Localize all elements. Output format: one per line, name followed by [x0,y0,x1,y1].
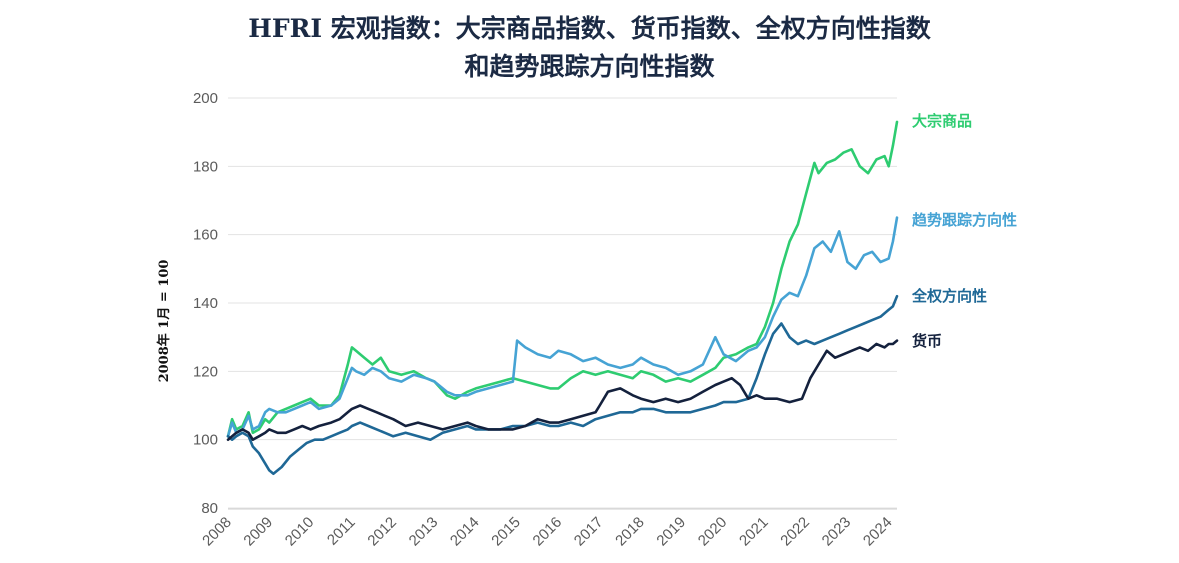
chart-title: HFRI 宏观指数：大宗商品指数、货币指数、全权方向性指数 和趋势跟踪方向性指数 [0,10,1179,86]
x-tick-label: 2021 [736,514,772,550]
x-tick-label: 2015 [488,514,524,550]
x-tick-label: 2017 [571,514,607,550]
legend-label-3: 货币 [912,332,942,350]
x-tick-label: 2019 [653,514,689,550]
y-tick-label: 140 [193,295,218,312]
legend-label-1: 趋势跟踪方向性 [912,211,1017,229]
chart-title-line-1: HFRI 宏观指数：大宗商品指数、货币指数、全权方向性指数 [248,14,931,43]
x-tick-label: 2008 [199,514,235,550]
series-line-0 [226,120,899,438]
x-tick-label: 2012 [364,514,400,550]
series-line-2 [226,294,899,476]
x-tick-label: 2013 [406,514,442,550]
legend-label-2: 全权方向性 [911,287,987,305]
x-tick-label: 2009 [241,514,277,550]
series-line-1 [226,216,899,438]
x-tick-label: 2024 [860,514,896,550]
x-tick-label: 2010 [282,514,318,550]
x-tick-label: 2014 [447,514,483,550]
y-tick-label: 180 [193,158,218,175]
chart-title-line-2: 和趋势跟踪方向性指数 [464,52,715,81]
y-axis-label: 2008年 1月 = 100 [156,260,172,383]
y-tick-label: 160 [193,227,218,244]
y-tick-label: 200 [193,90,218,107]
y-tick-label: 80 [201,500,218,517]
x-tick-label: 2022 [777,514,813,550]
x-tick-label: 2023 [819,514,855,550]
series-line-3 [226,339,899,442]
y-tick-label: 100 [193,432,218,449]
x-tick-label: 2020 [695,514,731,550]
legend-label-0: 大宗商品 [912,112,972,130]
y-tick-label: 120 [193,363,218,380]
x-tick-label: 2016 [530,514,566,550]
x-tick-label: 2011 [324,514,359,549]
x-tick-label: 2018 [612,514,648,550]
